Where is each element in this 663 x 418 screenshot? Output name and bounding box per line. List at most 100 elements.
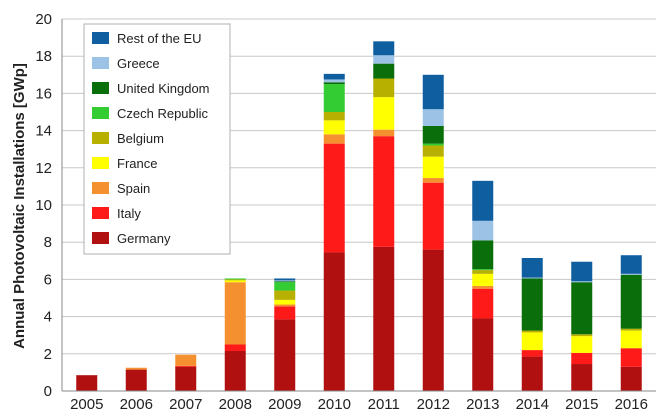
x-tick-labels: 2005 2006 2007 2008 2009 2010 2011 2012 2013 2014… xyxy=(70,396,648,413)
bar-segment-spain-2006 xyxy=(125,367,147,370)
bar-segment-rest-of-the-eu-2014 xyxy=(521,258,543,278)
bar-segment-germany-2008 xyxy=(224,351,246,391)
bar-segment-france-2012 xyxy=(422,156,444,179)
bar-segment-czech-republic-2010 xyxy=(323,84,345,112)
y-tick-label: 18 xyxy=(35,48,52,65)
legend-swatch-belgium xyxy=(92,132,109,144)
bar-segment-greece-2011 xyxy=(373,55,395,64)
bar-segment-france-2011 xyxy=(373,97,395,130)
bar-segment-germany-2013 xyxy=(472,318,494,391)
x-tick-label: 2010 xyxy=(318,396,351,413)
bar-segment-united-kingdom-2012 xyxy=(422,125,444,144)
y-tick-label: 0 xyxy=(44,383,52,400)
bar-segment-france-2016 xyxy=(620,330,642,349)
x-tick-label: 2005 xyxy=(70,396,103,413)
bar-segment-spain-2009 xyxy=(274,304,296,307)
bar-segment-greece-2012 xyxy=(422,109,444,126)
bar-segment-italy-2011 xyxy=(373,136,395,247)
bar-segment-italy-2015 xyxy=(571,352,593,365)
y-axis-label: Annual Photovoltaic Installations [GWp] xyxy=(11,63,28,349)
bar-segment-united-kingdom-2009 xyxy=(274,281,296,283)
y-tick-labels: 0 2 4 6 8 10 12 14 16 18 20 xyxy=(35,11,52,400)
bar-segment-germany-2015 xyxy=(571,364,593,391)
bar-segment-belgium-2013 xyxy=(472,270,494,274)
x-tick-label: 2008 xyxy=(219,396,252,413)
bar-segment-belgium-2009 xyxy=(274,290,296,300)
bar-segment-italy-2012 xyxy=(422,182,444,250)
bar-segment-united-kingdom-2016 xyxy=(620,274,642,329)
x-tick-label: 2007 xyxy=(169,396,202,413)
bar-segment-belgium-2011 xyxy=(373,78,395,98)
bars xyxy=(76,41,642,391)
bar-segment-italy-2009 xyxy=(274,306,296,320)
bar-segment-italy-2008 xyxy=(224,344,246,352)
legend-label: Italy xyxy=(117,206,141,221)
legend-label: Belgium xyxy=(117,131,164,146)
legend-swatch-germany xyxy=(92,232,109,244)
bar-segment-germany-2014 xyxy=(521,356,543,391)
y-tick-label: 10 xyxy=(35,197,52,214)
bar-segment-czech-republic-2008 xyxy=(224,278,246,280)
bar-segment-greece-2015 xyxy=(571,281,593,283)
legend-label: Spain xyxy=(117,181,150,196)
bar-segment-germany-2016 xyxy=(620,366,642,391)
bar-segment-italy-2010 xyxy=(323,143,345,253)
bar-segment-spain-2012 xyxy=(422,178,444,183)
legend-label: Rest of the EU xyxy=(117,31,202,46)
x-tick-label: 2014 xyxy=(516,396,549,413)
bar-segment-germany-2005 xyxy=(76,375,98,391)
x-tick-label: 2006 xyxy=(120,396,153,413)
bar-segment-rest-of-the-eu-2010 xyxy=(323,73,345,80)
bar-segment-spain-2011 xyxy=(373,129,395,137)
bar-segment-greece-2016 xyxy=(620,273,642,275)
bar-segment-greece-2013 xyxy=(472,220,494,241)
bar-segment-france-2014 xyxy=(521,332,543,351)
legend: Rest of the EU Greece United Kingdom Czech … xyxy=(83,23,231,255)
bar-segment-czech-republic-2012 xyxy=(422,143,444,146)
legend-swatch-spain xyxy=(92,182,109,194)
bar-segment-germany-2010 xyxy=(323,252,345,391)
bar-segment-france-2010 xyxy=(323,120,345,135)
legend-swatch-italy xyxy=(92,207,109,219)
x-tick-label: 2012 xyxy=(417,396,450,413)
y-tick-label: 2 xyxy=(44,346,52,363)
bar-segment-germany-2007 xyxy=(175,366,197,391)
y-tick-label: 16 xyxy=(35,85,52,102)
bar-segment-rest-of-the-eu-2011 xyxy=(373,41,395,56)
bar-segment-belgium-2015 xyxy=(571,334,593,337)
bar-segment-spain-2008 xyxy=(224,282,246,345)
x-tick-label: 2015 xyxy=(565,396,598,413)
bar-segment-germany-2011 xyxy=(373,246,395,391)
bar-segment-united-kingdom-2010 xyxy=(323,82,345,85)
bar-segment-france-2013 xyxy=(472,273,494,286)
y-tick-label: 14 xyxy=(35,123,52,140)
legend-label: United Kingdom xyxy=(117,81,210,96)
y-tick-label: 8 xyxy=(44,234,52,251)
bar-segment-france-2009 xyxy=(274,299,296,305)
legend-label: Greece xyxy=(117,56,160,71)
bar-segment-germany-2009 xyxy=(274,319,296,391)
bar-segment-spain-2010 xyxy=(323,134,345,144)
x-tick-label: 2013 xyxy=(466,396,499,413)
legend-swatch-france xyxy=(92,157,109,169)
bar-segment-greece-2009 xyxy=(274,280,296,282)
bar-segment-rest-of-the-eu-2015 xyxy=(571,261,593,282)
bar-segment-united-kingdom-2015 xyxy=(571,282,593,335)
bar-segment-germany-2006 xyxy=(125,369,147,391)
y-tick-label: 20 xyxy=(35,11,52,28)
bar-segment-belgium-2012 xyxy=(422,145,444,157)
legend-swatch-united-kingdom xyxy=(92,82,109,94)
x-tick-label: 2016 xyxy=(615,396,648,413)
legend-label: Czech Republic xyxy=(117,106,209,121)
bar-segment-united-kingdom-2011 xyxy=(373,63,395,79)
bar-segment-italy-2007 xyxy=(175,365,197,367)
axes xyxy=(61,19,656,392)
bar-segment-united-kingdom-2013 xyxy=(472,240,494,270)
legend-label: France xyxy=(117,156,157,171)
bar-segment-united-kingdom-2014 xyxy=(521,278,543,331)
bar-segment-italy-2013 xyxy=(472,288,494,319)
bar-segment-greece-2010 xyxy=(323,79,345,83)
bar-segment-czech-republic-2013 xyxy=(472,269,494,271)
bar-segment-belgium-2008 xyxy=(224,279,246,281)
